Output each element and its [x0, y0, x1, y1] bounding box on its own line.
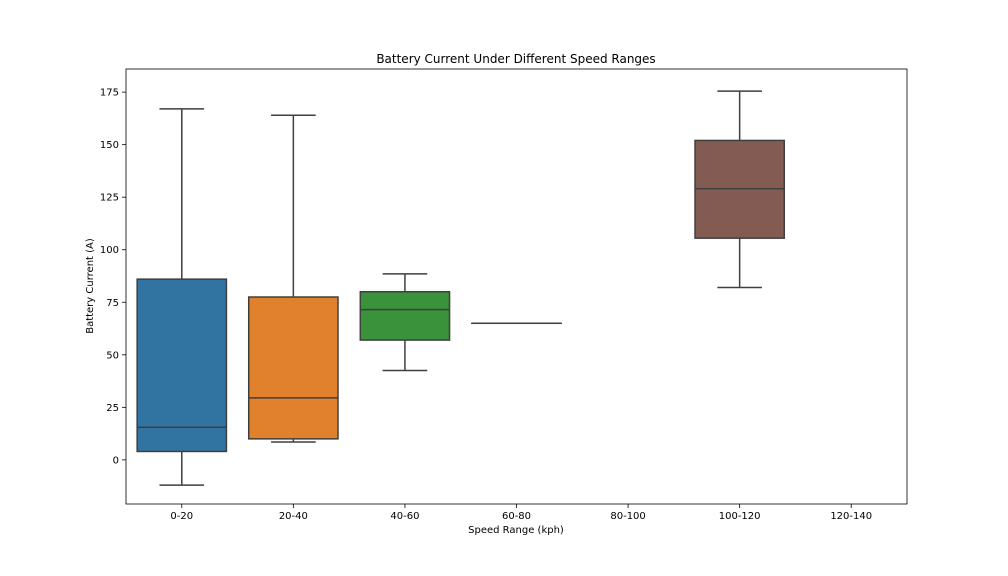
plot-frame	[125, 68, 908, 505]
x-tick-label: 80-100	[610, 511, 645, 522]
x-axis: 0-20 20-40 40-60 60-80 80-100 100-120 120-140	[170, 504, 872, 522]
x-tick-label: 120-140	[830, 511, 872, 522]
y-tick-label: 150	[100, 140, 119, 151]
y-tick-label: 100	[100, 245, 119, 256]
box-100-120	[694, 90, 786, 289]
boxes-layer	[136, 90, 786, 486]
y-tick-label: 75	[106, 298, 119, 309]
y-tick-label: 50	[106, 350, 119, 361]
y-axis: 0 25 50 75 100 125 150 175	[100, 88, 126, 466]
x-tick-label: 100-120	[719, 511, 761, 522]
x-axis-label: Speed Range (kph)	[468, 525, 564, 536]
x-tick-label: 20-40	[279, 511, 308, 522]
x-tick-label: 40-60	[390, 511, 419, 522]
box-body	[359, 291, 451, 341]
box-20-40	[247, 114, 339, 443]
y-tick-label: 175	[100, 88, 119, 99]
y-tick-label: 0	[113, 455, 119, 466]
y-axis-label: Battery Current (A)	[85, 238, 96, 334]
chart-title: Battery Current Under Different Speed Ra…	[376, 52, 655, 66]
x-tick-label: 0-20	[170, 511, 193, 522]
box-body	[136, 278, 228, 453]
y-tick-label: 125	[100, 193, 119, 204]
box-body	[247, 296, 339, 440]
box-0-20	[136, 108, 228, 486]
y-tick-label: 25	[106, 403, 119, 414]
x-tick-label: 60-80	[502, 511, 531, 522]
box-40-60	[359, 273, 451, 372]
